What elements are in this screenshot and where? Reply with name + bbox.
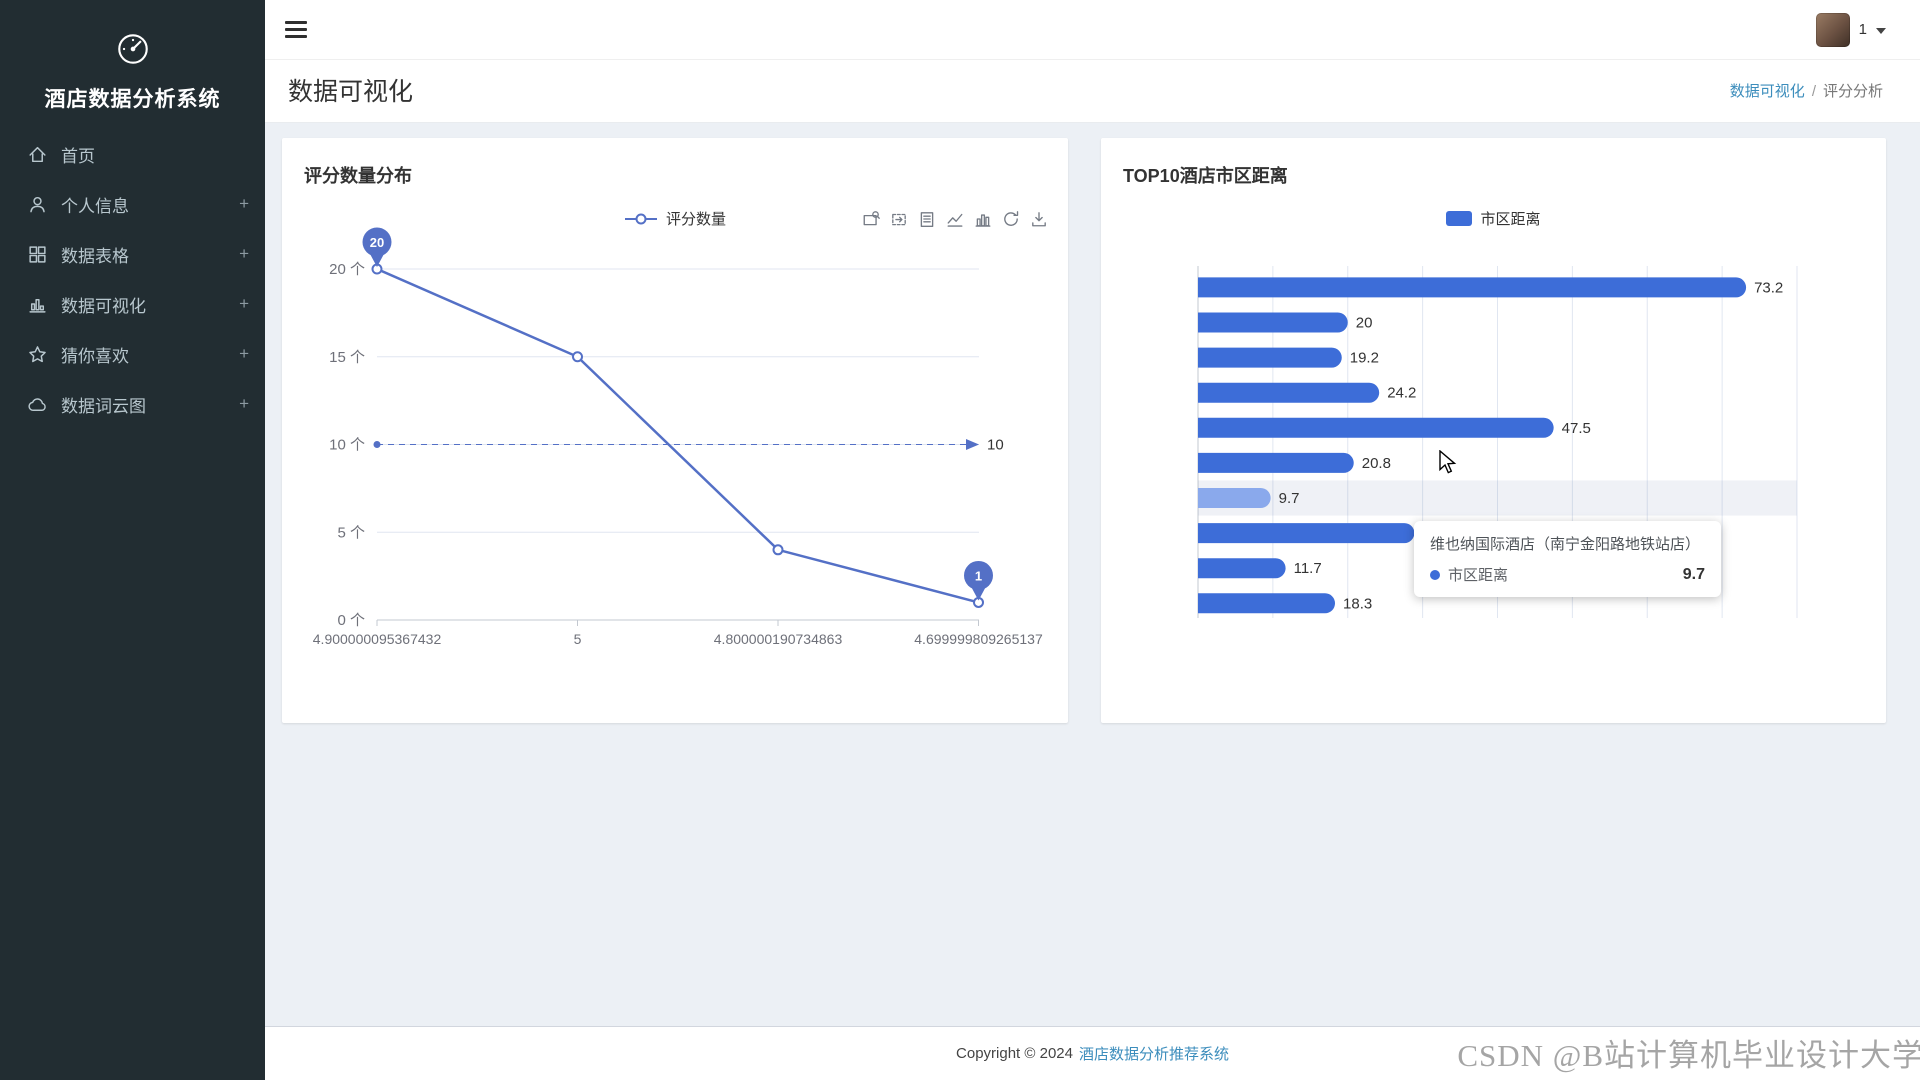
svg-text:4.699999809265137: 4.699999809265137	[914, 631, 1043, 647]
line-legend-label: 评分数量	[665, 211, 726, 228]
sidebar-toggle-button[interactable]	[285, 21, 307, 38]
footer: Copyright © 2024 酒店数据分析推荐系统	[265, 1026, 1920, 1080]
line-chart-legend[interactable]: 评分数量	[282, 208, 1068, 229]
user-icon	[26, 193, 48, 215]
bar-chart: 73.2 20 19.2 24.2 47.5 20.8 9.7 11.7 18.3	[1197, 266, 1798, 618]
chart-tooltip: 维也纳国际酒店（南宁金阳路地铁站店） 市区距离 9.7	[1414, 521, 1721, 597]
svg-text:10 个: 10 个	[329, 437, 365, 454]
data-view-icon[interactable]	[918, 210, 936, 228]
sidebar-item-label: 个人信息	[61, 196, 129, 216]
cloud-icon	[26, 393, 48, 415]
expand-plus-icon[interactable]: +	[239, 194, 249, 213]
svg-text:11.7: 11.7	[1294, 560, 1322, 577]
breadcrumb-separator: /	[1811, 83, 1816, 100]
svg-text:24.2: 24.2	[1387, 385, 1416, 402]
tooltip-title: 维也纳国际酒店（南宁金阳路地铁站店）	[1430, 536, 1701, 553]
sidebar-item-user[interactable]: 个人信息 +	[0, 179, 265, 229]
svg-text:5: 5	[574, 631, 582, 647]
svg-text:73.2: 73.2	[1754, 279, 1783, 296]
data-zoom-icon[interactable]	[862, 210, 880, 228]
tooltip-series-dot-icon	[1430, 569, 1440, 580]
user-menu[interactable]: 1	[1815, 12, 1900, 47]
expand-plus-icon[interactable]: +	[239, 394, 249, 413]
card-title: 评分数量分布	[304, 166, 412, 186]
sidebar-menu: 首页个人信息 + 数据表格 + 数据可视化 + 猜你喜欢 + 数据词云图 +	[0, 129, 265, 429]
sidebar-item-label: 猜你喜欢	[61, 346, 129, 366]
sidebar-item-home[interactable]: 首页	[0, 129, 265, 179]
user-avatar	[1815, 12, 1850, 47]
svg-text:10: 10	[987, 437, 1004, 454]
svg-text:20 个: 20 个	[329, 261, 365, 278]
svg-text:20: 20	[1356, 315, 1373, 332]
tooltip-row: 市区距离 9.7	[1430, 564, 1705, 585]
expand-plus-icon[interactable]: +	[239, 244, 249, 263]
switch-bar-icon[interactable]	[974, 210, 992, 228]
tooltip-value: 9.7	[1682, 565, 1705, 583]
table-icon	[26, 243, 48, 265]
chart-icon	[26, 293, 48, 315]
star-icon	[26, 343, 48, 365]
svg-text:9.7: 9.7	[1279, 490, 1300, 507]
page-title: 数据可视化	[288, 78, 414, 106]
svg-text:20: 20	[370, 235, 384, 250]
home-icon	[26, 143, 48, 165]
svg-text:0 个: 0 个	[337, 612, 365, 629]
copyright-text: Copyright © 2024	[956, 1045, 1073, 1062]
sidebar-item-table[interactable]: 数据表格 +	[0, 229, 265, 279]
sidebar-item-label: 数据表格	[61, 246, 129, 266]
sidebar: 酒店数据分析系统 首页个人信息 + 数据表格 + 数据可视化 + 猜你喜欢 + 数据词云图 +	[0, 0, 265, 1080]
sidebar-item-label: 数据可视化	[61, 296, 146, 316]
restore-icon[interactable]	[1002, 210, 1020, 228]
app-logo-icon	[114, 30, 152, 73]
bar-chart-legend[interactable]: 市区距离	[1101, 208, 1886, 229]
page-header: 数据可视化 数据可视化 / 评分分析	[265, 60, 1920, 123]
svg-text:1: 1	[975, 568, 982, 583]
breadcrumb: 数据可视化 / 评分分析	[1730, 80, 1883, 101]
line-chart: 0 个 5 个 10 个 15 个 20 个 4.900000095367432 5 4.80…	[313, 227, 1043, 647]
save-image-icon[interactable]	[1030, 210, 1048, 228]
svg-text:18.3: 18.3	[1343, 595, 1372, 612]
sidebar-item-star[interactable]: 猜你喜欢 +	[0, 329, 265, 379]
line-legend-marker-icon	[624, 213, 657, 224]
svg-text:20.8: 20.8	[1362, 455, 1391, 472]
card-title: TOP10酒店市区距离	[1123, 166, 1288, 186]
expand-plus-icon[interactable]: +	[239, 294, 249, 313]
sidebar-item-label: 首页	[61, 146, 95, 166]
chart-toolbox	[862, 210, 1048, 228]
svg-text:47.5: 47.5	[1562, 420, 1591, 437]
bar-legend-marker-icon	[1446, 211, 1473, 226]
switch-line-icon[interactable]	[946, 210, 964, 228]
sidebar-item-label: 数据词云图	[61, 396, 146, 416]
rating-distribution-card: 评分数量分布 评分数量 0 个 5 个 10 个 15 个 20 个 4.90000009…	[282, 138, 1068, 723]
svg-text:5 个: 5 个	[337, 524, 365, 541]
mouse-cursor	[1439, 450, 1457, 474]
breadcrumb-link-visualization[interactable]: 数据可视化	[1729, 83, 1805, 100]
data-zoom-reset-icon[interactable]	[890, 210, 908, 228]
svg-text:19.2: 19.2	[1350, 350, 1379, 367]
user-name: 1	[1858, 21, 1867, 38]
content-area: 评分数量分布 评分数量 0 个 5 个 10 个 15 个 20 个 4.90000009…	[265, 123, 1920, 1026]
chevron-down-icon	[1876, 27, 1886, 34]
app-brand: 酒店数据分析系统	[0, 0, 265, 113]
topbar: 1	[265, 0, 1920, 60]
svg-text:4.800000190734863: 4.800000190734863	[714, 631, 843, 647]
sidebar-item-chart[interactable]: 数据可视化 +	[0, 279, 265, 329]
distance-top10-card: TOP10酒店市区距离 市区距离 73.2 20 19.2 24.2 47.5 20.8 9…	[1101, 138, 1886, 723]
sidebar-item-cloud[interactable]: 数据词云图 +	[0, 379, 265, 429]
bar-legend-label: 市区距离	[1480, 211, 1541, 228]
expand-plus-icon[interactable]: +	[239, 344, 249, 363]
svg-text:4.900000095367432: 4.900000095367432	[313, 631, 442, 647]
footer-site-link[interactable]: 酒店数据分析推荐系统	[1078, 1046, 1229, 1063]
csdn-watermark: CSDN @B站计算机毕业设计大学	[1457, 1038, 1920, 1073]
breadcrumb-current: 评分分析	[1822, 83, 1883, 100]
svg-text:15 个: 15 个	[329, 349, 365, 366]
tooltip-series-label: 市区距离	[1448, 567, 1509, 584]
app-title: 酒店数据分析系统	[44, 88, 221, 111]
